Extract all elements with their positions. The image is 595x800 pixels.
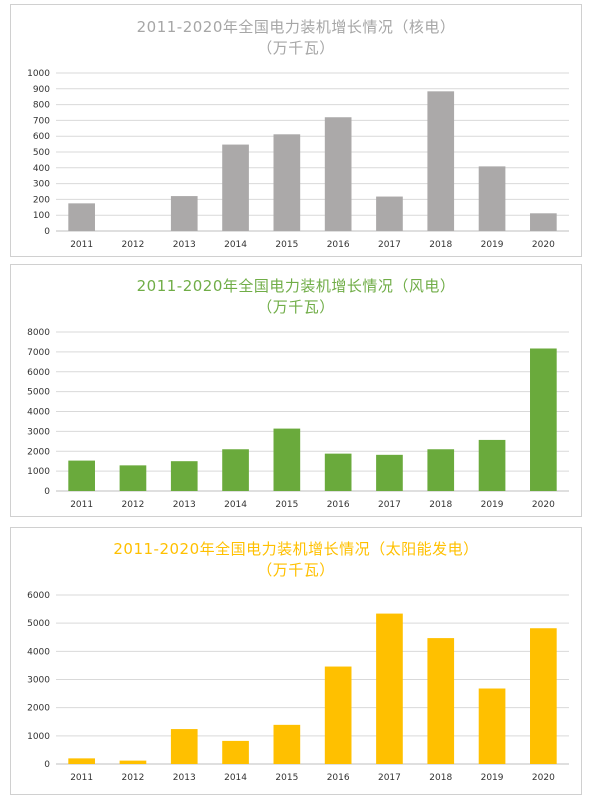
y-tick-label: 4000 — [27, 408, 50, 418]
x-tick-label: 2018 — [429, 240, 452, 250]
x-tick-label: 2018 — [429, 500, 452, 510]
bar-chart-nuclear: 0 100 200 300 400 500 600 700 800 900 1000 2011 2012… — [27, 69, 569, 250]
x-tick-label: 2012 — [121, 773, 144, 783]
bar-2012 — [119, 465, 147, 491]
x-tick-label: 2013 — [173, 500, 196, 510]
x-tick-label: 2019 — [481, 773, 504, 783]
x-tick-label: 2015 — [275, 773, 298, 783]
x-tick-label: 2016 — [327, 240, 350, 250]
y-tick-label: 6000 — [27, 591, 50, 601]
bar-chart-solar: 0 1000 2000 3000 4000 5000 6000 2011 2012 2013 201… — [27, 591, 569, 783]
bar-2011 — [68, 758, 95, 764]
bar-2015 — [273, 724, 301, 764]
bar-2016 — [324, 453, 352, 491]
y-tick-label: 1000 — [27, 467, 50, 477]
bar-2020 — [530, 348, 557, 491]
bar-2014 — [222, 740, 249, 764]
chart-panel-wind: 2011-2020年全国电力装机增长情况（风电） （万千瓦） 0 1000 2000… — [10, 264, 582, 517]
y-tick-label: 1000 — [27, 732, 50, 742]
bar-2015 — [273, 428, 301, 491]
chart-subtitle: （万千瓦） — [257, 561, 335, 579]
bar-2013 — [170, 196, 198, 231]
x-tick-label: 2012 — [121, 500, 144, 510]
bar-2013 — [170, 461, 198, 491]
bar-2019 — [478, 688, 506, 764]
bar-2020 — [530, 213, 557, 231]
x-tick-label: 2018 — [429, 773, 452, 783]
x-tick-label: 2017 — [378, 500, 401, 510]
y-tick-label: 8000 — [27, 328, 50, 338]
y-tick-label: 3000 — [27, 676, 50, 686]
y-tick-label: 1000 — [27, 69, 50, 79]
y-tick-label: 2000 — [27, 447, 50, 457]
y-tick-label: 6000 — [27, 368, 50, 378]
chart-title: 2011-2020年全国电力装机增长情况（太阳能发电） — [113, 540, 479, 558]
y-tick-label: 7000 — [27, 348, 50, 358]
y-tick-label: 100 — [33, 211, 50, 221]
y-tick-label: 0 — [44, 487, 50, 497]
chart-subtitle: （万千瓦） — [257, 298, 335, 316]
y-tick-label: 5000 — [27, 619, 50, 629]
bar-2018 — [427, 638, 455, 764]
x-tick-label: 2013 — [173, 773, 196, 783]
x-tick-label: 2014 — [224, 773, 247, 783]
bar-chart-wind: 0 1000 2000 3000 4000 5000 6000 7000 8000 2011 201… — [27, 328, 569, 510]
x-tick-label: 2014 — [224, 240, 247, 250]
x-tick-label: 2016 — [327, 500, 350, 510]
bar-2016 — [324, 117, 352, 231]
x-tick-label: 2014 — [224, 500, 247, 510]
y-tick-label: 0 — [44, 227, 50, 237]
x-tick-label: 2012 — [121, 240, 144, 250]
x-tick-label: 2020 — [532, 773, 555, 783]
bar-2015 — [273, 134, 301, 231]
bar-2012 — [119, 760, 147, 764]
y-tick-label: 300 — [33, 180, 50, 190]
chart-panel-nuclear: 2011-2020年全国电力装机增长情况（核电） （万千瓦） 0 100 200 30… — [10, 4, 582, 257]
bar-2013 — [170, 729, 198, 764]
x-tick-label: 2013 — [173, 240, 196, 250]
bar-2016 — [324, 666, 352, 764]
x-tick-label: 2017 — [378, 773, 401, 783]
bar-2017 — [376, 454, 403, 491]
bar-2019 — [478, 439, 506, 491]
y-tick-label: 800 — [33, 101, 50, 111]
x-tick-label: 2017 — [378, 240, 401, 250]
x-tick-label: 2011 — [70, 500, 93, 510]
bar-2020 — [530, 628, 557, 764]
y-tick-label: 700 — [33, 116, 50, 126]
chart-title: 2011-2020年全国电力装机增长情况（风电） — [136, 277, 456, 295]
y-tick-label: 5000 — [27, 388, 50, 398]
bar-2014 — [222, 449, 249, 491]
y-tick-label: 3000 — [27, 427, 50, 437]
bar-2018 — [427, 449, 455, 491]
y-tick-label: 2000 — [27, 704, 50, 714]
y-tick-label: 900 — [33, 85, 50, 95]
y-tick-label: 600 — [33, 132, 50, 142]
x-tick-label: 2015 — [275, 240, 298, 250]
bar-2018 — [427, 91, 455, 231]
chart-title: 2011-2020年全国电力装机增长情况（核电） — [136, 18, 456, 36]
x-tick-label: 2011 — [70, 773, 93, 783]
y-tick-label: 200 — [33, 195, 50, 205]
bar-2017 — [376, 613, 403, 764]
bar-2017 — [376, 196, 403, 231]
chart-subtitle: （万千瓦） — [257, 39, 335, 57]
x-tick-label: 2020 — [532, 500, 555, 510]
bar-2019 — [478, 166, 506, 231]
chart-panel-solar: 2011-2020年全国电力装机增长情况（太阳能发电） （万千瓦） 0 1000 2… — [10, 527, 582, 795]
bar-2011 — [68, 203, 95, 231]
x-tick-label: 2016 — [327, 773, 350, 783]
x-tick-label: 2020 — [532, 240, 555, 250]
x-tick-label: 2019 — [481, 240, 504, 250]
y-tick-label: 0 — [44, 760, 50, 770]
bar-2014 — [222, 144, 249, 231]
x-tick-label: 2019 — [481, 500, 504, 510]
bar-2011 — [68, 460, 95, 491]
x-tick-label: 2011 — [70, 240, 93, 250]
y-tick-label: 500 — [33, 148, 50, 158]
y-tick-label: 400 — [33, 164, 50, 174]
y-tick-label: 4000 — [27, 647, 50, 657]
x-tick-label: 2015 — [275, 500, 298, 510]
